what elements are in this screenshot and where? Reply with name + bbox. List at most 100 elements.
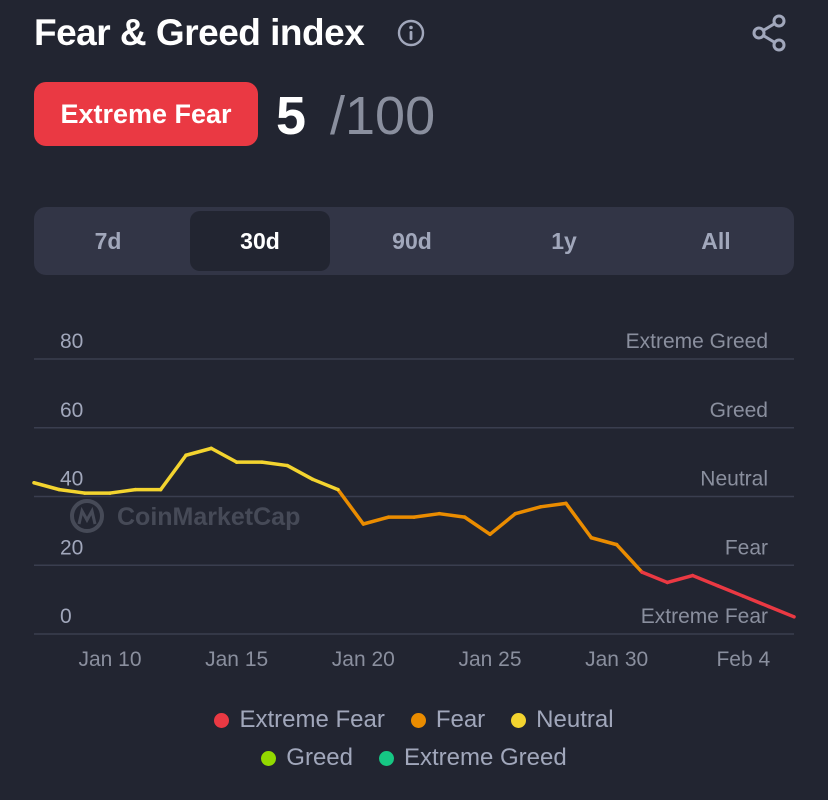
chart-axis-labels: 0 20 40 60 80 Extreme Fear Fear Neutral Greed Ext… (60, 330, 771, 671)
zone-label: Neutral (700, 468, 768, 491)
line-segment (462, 515, 492, 537)
data-point (83, 491, 87, 495)
line-segment (437, 511, 467, 519)
data-point (488, 532, 492, 536)
tab-30d[interactable]: 30d (190, 211, 330, 271)
x-tick-label: Jan 20 (332, 648, 395, 671)
data-point (32, 481, 36, 485)
y-tick-label: 60 (60, 399, 83, 422)
line-segment (538, 501, 568, 509)
legend-dot (378, 750, 394, 766)
x-tick-label: Jan 10 (78, 648, 141, 671)
legend-label: Extreme Greed (403, 744, 567, 771)
line-segment (32, 481, 62, 492)
line-segment (766, 604, 796, 619)
data-point (589, 536, 593, 540)
line-segment (108, 487, 138, 495)
line-segment (614, 542, 644, 574)
data-point (716, 584, 720, 588)
chart-grid (34, 358, 794, 635)
data-point (691, 573, 695, 578)
legend-label: Neutral (536, 706, 614, 733)
legend-dot (511, 712, 527, 728)
data-point (539, 505, 543, 509)
index-max: /100 (330, 86, 436, 146)
legend-label: Greed (286, 744, 353, 771)
info-icon[interactable] (396, 18, 426, 48)
data-point (108, 491, 112, 495)
y-tick-label: 20 (60, 536, 83, 559)
line-segment (285, 463, 315, 482)
y-tick-label: 80 (60, 330, 83, 353)
legend-row-2: Greed Extreme Greed (0, 744, 828, 772)
line-segment (260, 460, 290, 468)
data-point (640, 570, 644, 574)
legend-label: Extreme Fear (239, 706, 385, 733)
line-segment (158, 453, 188, 492)
x-tick-label: Jan 15 (205, 648, 268, 671)
line-segment (640, 570, 670, 585)
tab-90d[interactable]: 90d (392, 227, 432, 254)
line-segment (741, 594, 771, 609)
legend-item-greed[interactable]: Greed (261, 744, 353, 772)
data-point (564, 501, 568, 505)
zone-label: Extreme Fear (641, 605, 768, 628)
zone-label: Extreme Greed (626, 330, 768, 353)
line-segment (336, 487, 366, 526)
data-point (513, 512, 517, 516)
data-point (665, 580, 669, 585)
line-segment (690, 573, 720, 588)
watermark-text: CoinMarketCap (117, 503, 300, 531)
x-tick-label: Jan 30 (585, 648, 648, 671)
legend-dot (214, 712, 230, 728)
line-segment (488, 511, 518, 537)
line-segment (589, 536, 619, 547)
y-tick-label: 0 (60, 605, 72, 628)
line-segment (412, 511, 442, 519)
line-segment (513, 505, 543, 516)
data-point (792, 615, 796, 619)
time-range-tabs: 7d 30d 90d 1y All (34, 207, 794, 275)
legend-label: Fear (435, 706, 486, 733)
legend-item-neutral[interactable]: Neutral (511, 706, 614, 734)
legend-dot (410, 712, 426, 728)
tab-1y[interactable]: 1y (551, 227, 577, 254)
tab-all[interactable]: All (701, 227, 731, 254)
tab-7d[interactable]: 7d (94, 227, 122, 254)
watermark: CoinMarketCap (70, 499, 300, 533)
line-segment (564, 501, 594, 540)
fear-greed-chart: CoinMarketCap 0 20 40 60 80 Extreme Fear Fear N… (32, 330, 796, 671)
data-point (311, 477, 315, 481)
data-point (741, 594, 745, 598)
legend-row-1: Extreme Fear Fear Neutral (0, 706, 828, 734)
x-tick-label: Feb 4 (716, 648, 770, 671)
legend-item-extreme-fear[interactable]: Extreme Fear (214, 706, 385, 734)
data-point (336, 488, 340, 492)
data-point (361, 522, 365, 526)
zone-label: Greed (710, 399, 768, 422)
data-point (437, 512, 441, 516)
legend-item-fear[interactable]: Fear (410, 706, 486, 734)
data-point (463, 515, 467, 519)
line-segment (184, 446, 214, 457)
chart-legend: Extreme Fear Fear Neutral Greed Extreme … (0, 700, 828, 790)
line-segment (361, 515, 391, 526)
data-point (615, 543, 619, 547)
legend-item-extreme-greed[interactable]: Extreme Greed (378, 744, 567, 772)
share-icon[interactable] (748, 12, 790, 54)
data-point (387, 515, 391, 519)
line-segment (310, 477, 340, 492)
legend-dot (261, 750, 277, 766)
data-point (57, 488, 61, 492)
data-point (285, 463, 289, 468)
line-segment (716, 584, 746, 598)
data-point (260, 460, 264, 464)
line-segment (57, 487, 87, 495)
index-value: 5 (276, 86, 307, 146)
data-point (412, 515, 416, 519)
zone-label: Fear (725, 536, 768, 559)
y-tick-label: 40 (60, 468, 83, 491)
line-segment (209, 446, 239, 464)
data-point (184, 453, 188, 457)
chart-line (32, 446, 796, 619)
